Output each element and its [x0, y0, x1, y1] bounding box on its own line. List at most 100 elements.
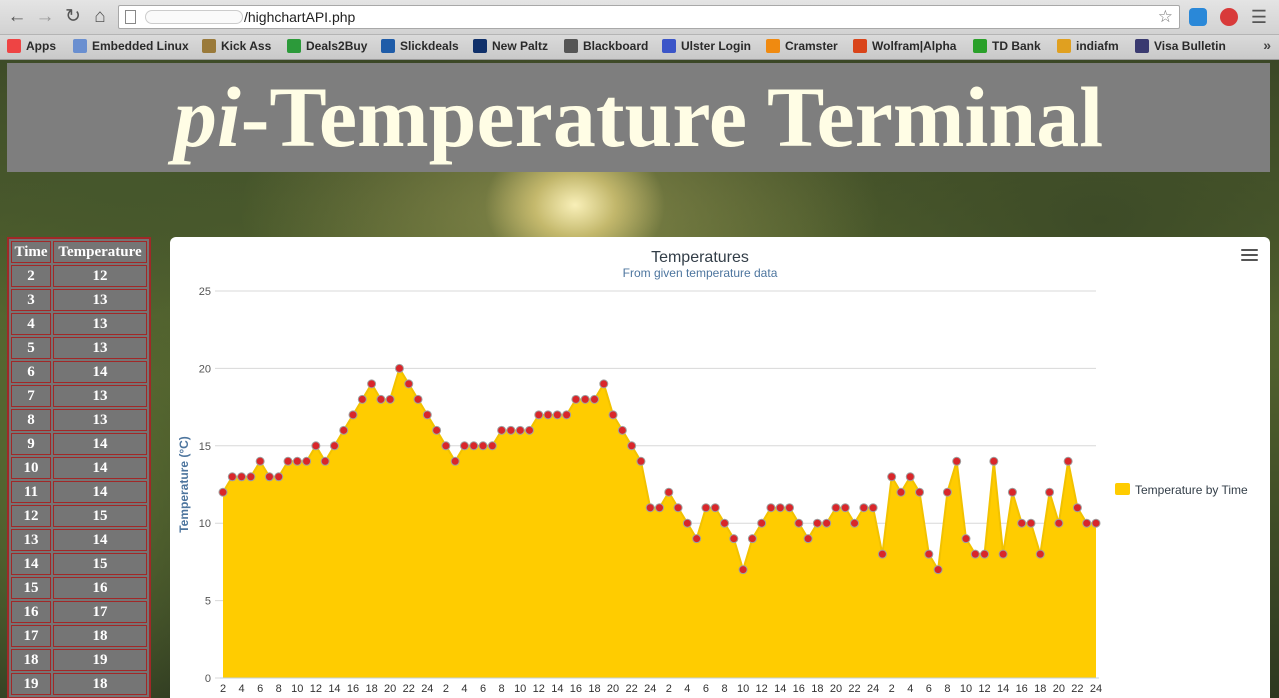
browser-menu-icon[interactable]: ☰ [1250, 7, 1268, 27]
data-point [367, 379, 377, 389]
bookmark-label: Apps [26, 39, 56, 53]
bookmark-embedded-linux[interactable]: Embedded Linux [73, 39, 189, 53]
data-point [1017, 518, 1027, 528]
extension-icon[interactable] [1220, 8, 1238, 26]
address-bar[interactable]: /highchartAPI.php ☆ [118, 5, 1180, 29]
data-point [877, 549, 887, 559]
wolfram-icon [853, 39, 867, 53]
apps-grid-icon [7, 39, 21, 53]
bookmark-td-bank[interactable]: TD Bank [973, 39, 1041, 53]
title-rest: -Temperature Terminal [240, 69, 1104, 165]
forward-arrow-icon[interactable]: → [35, 6, 55, 27]
extension-icon[interactable] [1189, 8, 1207, 26]
table-row: 3 13 [11, 289, 147, 311]
data-point [422, 410, 432, 420]
data-point [701, 503, 711, 513]
x-tick-label: 8 [944, 683, 950, 695]
data-point [599, 379, 609, 389]
bookmark-star-icon[interactable]: ☆ [1157, 7, 1173, 26]
bookmark-apps[interactable]: Apps [7, 39, 56, 53]
temperature-cell: 12 [53, 265, 147, 287]
time-cell: 17 [11, 625, 51, 647]
bookmark-cramster[interactable]: Cramster [766, 39, 838, 53]
bookmark-deals2buy[interactable]: Deals2Buy [287, 39, 367, 53]
legend-label[interactable]: Temperature by Time [1135, 483, 1248, 497]
data-point [413, 394, 423, 404]
time-cell: 9 [11, 433, 51, 455]
data-point [905, 472, 915, 482]
bookmark-kick-ass[interactable]: Kick Ass [202, 39, 271, 53]
bookmark-indiafm[interactable]: indiafm [1057, 39, 1119, 53]
reload-icon[interactable]: ↻ [65, 6, 81, 27]
bookmark-visa-bulletin[interactable]: Visa Bulletin [1135, 39, 1226, 53]
data-point [478, 441, 488, 451]
temperature-cell: 14 [53, 457, 147, 479]
bookmark-label: Ulster Login [681, 39, 752, 53]
x-tick-label: 2 [666, 683, 672, 695]
temperature-cell: 13 [53, 409, 147, 431]
page-background: pi-Temperature Terminal Time Temperature… [0, 60, 1279, 698]
data-point [924, 549, 934, 559]
chart-title: Temperatures [651, 249, 749, 266]
data-point [376, 394, 386, 404]
browser-toolbar: ← → ↻ ⌂ /highchartAPI.php ☆ ☰ [0, 0, 1279, 35]
play-icon [1057, 39, 1071, 53]
bookmark-wolfram-alpha[interactable]: Wolfram|Alpha [853, 39, 956, 53]
y-tick-label: 20 [199, 363, 211, 375]
data-point [757, 518, 767, 528]
time-cell: 14 [11, 553, 51, 575]
time-cell: 2 [11, 265, 51, 287]
bookmark-ulster-login[interactable]: Ulster Login [662, 39, 751, 53]
home-icon[interactable]: ⌂ [94, 6, 106, 27]
x-tick-label: 20 [607, 683, 619, 695]
x-tick-label: 24 [421, 683, 433, 695]
chart-menu-icon[interactable] [1241, 249, 1258, 264]
bookmarks-bar: Apps Embedded Linux Kick Ass Deals2Buy S… [0, 35, 1279, 60]
data-point [673, 503, 683, 513]
data-point [794, 518, 804, 528]
temperature-cell: 15 [53, 505, 147, 527]
data-point [887, 472, 897, 482]
bookmarks-overflow-icon[interactable]: » [1263, 37, 1271, 53]
y-tick-label: 5 [205, 596, 211, 608]
area-fill [223, 368, 1096, 678]
data-point [497, 425, 507, 435]
chart-subtitle: From given temperature data [623, 266, 778, 280]
data-point [394, 363, 404, 373]
data-point [534, 410, 544, 420]
data-point [1045, 487, 1055, 497]
data-point [933, 565, 943, 575]
data-point [850, 518, 860, 528]
table-row: 2 12 [11, 265, 147, 287]
temperature-cell: 13 [53, 313, 147, 335]
url-text[interactable]: /highchartAPI.php [244, 9, 356, 25]
bookmark-slickdeals[interactable]: Slickdeals [381, 39, 459, 53]
bookmark-label: Wolfram|Alpha [872, 39, 957, 53]
back-arrow-icon[interactable]: ← [7, 6, 27, 27]
data-point [998, 549, 1008, 559]
data-point [608, 410, 618, 420]
bookmark-new-paltz[interactable]: New Paltz [473, 39, 548, 53]
temperature-cell: 14 [53, 529, 147, 551]
data-point [775, 503, 785, 513]
data-point [1026, 518, 1036, 528]
x-tick-label: 8 [276, 683, 282, 695]
cramster-icon [766, 39, 780, 53]
time-cell: 3 [11, 289, 51, 311]
data-point [562, 410, 572, 420]
data-point [487, 441, 497, 451]
bookmark-blackboard[interactable]: Blackboard [564, 39, 648, 53]
x-tick-label: 4 [239, 683, 245, 695]
x-tick-label: 12 [533, 683, 545, 695]
data-point [441, 441, 451, 451]
x-tick-label: 4 [461, 683, 467, 695]
table-row: 6 14 [11, 361, 147, 383]
data-point [1091, 518, 1101, 528]
x-tick-label: 12 [756, 683, 768, 695]
chart-container: Temperatures From given temperature data 0… [170, 237, 1270, 698]
data-point [227, 472, 237, 482]
data-point [859, 503, 869, 513]
table-row: 4 13 [11, 313, 147, 335]
table-row: 9 14 [11, 433, 147, 455]
data-point [450, 456, 460, 466]
